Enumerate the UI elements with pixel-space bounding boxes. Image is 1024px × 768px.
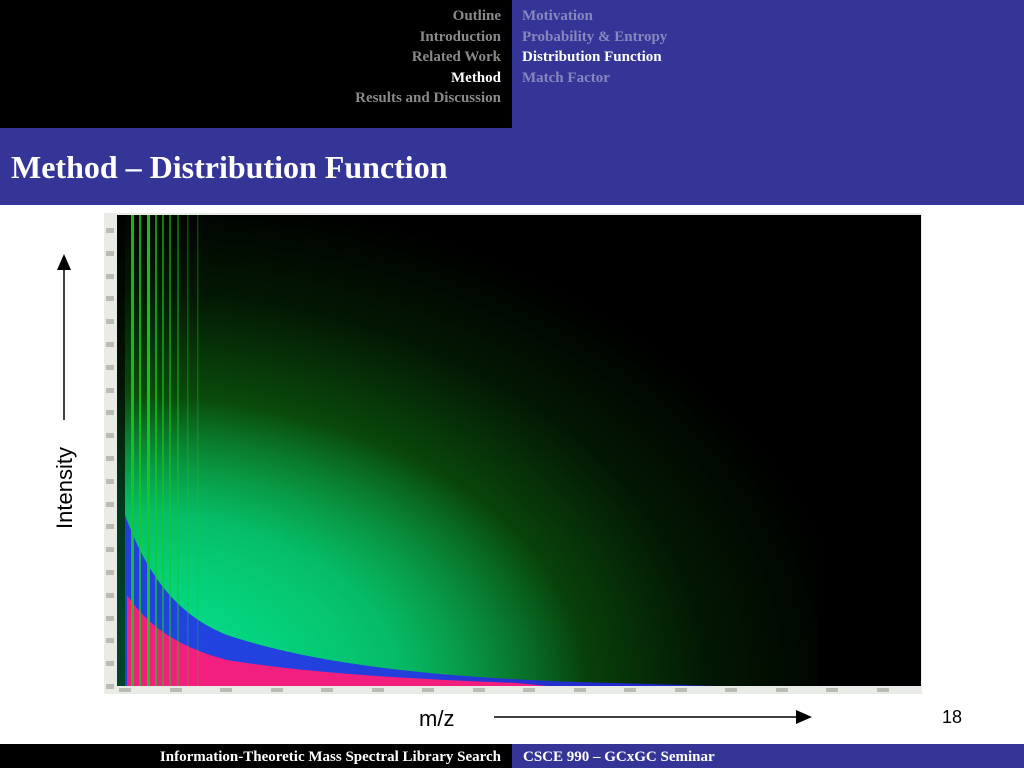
- nav-section-results-and-discussion[interactable]: Results and Discussion: [355, 90, 501, 106]
- x-tick-mark: [523, 688, 535, 692]
- x-tick-mark: [169, 688, 182, 692]
- nav-subsection-probability-entropy[interactable]: Probability & Entropy: [522, 28, 668, 45]
- footer-left: Information-Theoretic Mass Spectral Libr…: [0, 744, 512, 768]
- x-tick-mark: [270, 688, 283, 692]
- nav-subsection-match-factor[interactable]: Match Factor: [522, 69, 610, 86]
- x-tick-mark: [573, 688, 586, 692]
- header-sections-panel: Outline Introduction Related Work Method Res…: [0, 0, 512, 128]
- heatmap-svg: [117, 215, 817, 686]
- heatmap-streak: [162, 215, 164, 686]
- footer-right: CSCE 990 – GCxGC Seminar: [512, 744, 1024, 768]
- heatmap-streak: [139, 215, 141, 686]
- y-tick-mark: [106, 387, 114, 393]
- x-tick-mark: [826, 688, 838, 692]
- y-tick-mark: [106, 250, 114, 256]
- page-number: 18: [941, 707, 962, 727]
- y-tick-mark: [106, 478, 114, 484]
- x-tick-mark: [119, 688, 131, 692]
- x-tick-strip: [117, 686, 921, 694]
- y-tick-mark: [106, 615, 114, 621]
- x-tick-mark: [674, 688, 687, 692]
- nav-section-related-work[interactable]: Related Work: [411, 49, 501, 65]
- subsection-nav: Motivation Probability & Entropy Distribut…: [522, 6, 667, 88]
- heatmap-streak: [177, 215, 179, 686]
- y-tick-mark: [106, 524, 114, 530]
- heatmap-streak: [131, 215, 134, 686]
- header-subsections-panel: Motivation Probability & Entropy Distribut…: [512, 0, 1024, 128]
- footer-talk-title: Information-Theoretic Mass Spectral Libr…: [159, 749, 501, 765]
- x-axis-arrow-icon: [494, 710, 812, 724]
- nav-section-method[interactable]: Method: [451, 69, 501, 86]
- y-tick-mark: [106, 684, 114, 689]
- heatmap-streak: [169, 215, 171, 686]
- y-tick-mark: [106, 273, 114, 279]
- nav-section-introduction[interactable]: Introduction: [419, 28, 501, 45]
- slide-title: Method – Distribution Function: [11, 149, 448, 185]
- x-tick-mark: [876, 688, 889, 692]
- y-axis-label: Intensity: [52, 447, 77, 529]
- y-tick-mark: [106, 433, 114, 439]
- y-tick-mark: [106, 638, 114, 644]
- y-tick-mark: [106, 342, 114, 347]
- heatmap-streak: [147, 215, 150, 686]
- nav-section-outline[interactable]: Outline: [452, 8, 501, 24]
- y-tick-mark: [106, 570, 114, 575]
- x-tick-mark: [321, 688, 333, 692]
- heatmap-streak: [187, 215, 189, 686]
- y-tick-strip: [104, 213, 116, 694]
- y-tick-mark: [106, 410, 114, 416]
- heatmap-peak-band: [127, 595, 547, 686]
- heatmap-streak: [197, 215, 199, 686]
- title-bar: Method – Distribution Function: [0, 128, 1024, 205]
- y-axis-arrow-icon: [57, 254, 71, 420]
- x-axis-label: m/z: [419, 706, 455, 731]
- y-tick-mark: [106, 501, 114, 507]
- heatmap-streak: [155, 215, 157, 686]
- y-tick-mark: [106, 228, 114, 233]
- heatmap-canvas: [117, 215, 921, 686]
- footer-course: CSCE 990 – GCxGC Seminar: [523, 749, 715, 765]
- y-tick-mark: [106, 364, 114, 370]
- x-tick-mark: [472, 688, 485, 692]
- heatmap-edge: [117, 215, 125, 686]
- nav-subsection-motivation[interactable]: Motivation: [522, 8, 593, 24]
- x-tick-mark: [371, 688, 384, 692]
- x-tick-mark: [422, 688, 434, 692]
- y-tick-mark: [106, 319, 114, 325]
- distribution-heatmap-figure: [104, 213, 922, 694]
- y-tick-mark: [106, 592, 114, 598]
- x-tick-mark: [725, 688, 737, 692]
- y-tick-mark: [106, 296, 114, 302]
- y-tick-mark: [106, 456, 114, 461]
- section-nav: Outline Introduction Related Work Method Res…: [355, 6, 501, 109]
- y-tick-mark: [106, 547, 114, 553]
- x-tick-mark: [775, 688, 788, 692]
- nav-subsection-distribution-function[interactable]: Distribution Function: [522, 49, 662, 65]
- x-tick-mark: [624, 688, 636, 692]
- x-tick-mark: [220, 688, 232, 692]
- y-tick-mark: [106, 661, 114, 667]
